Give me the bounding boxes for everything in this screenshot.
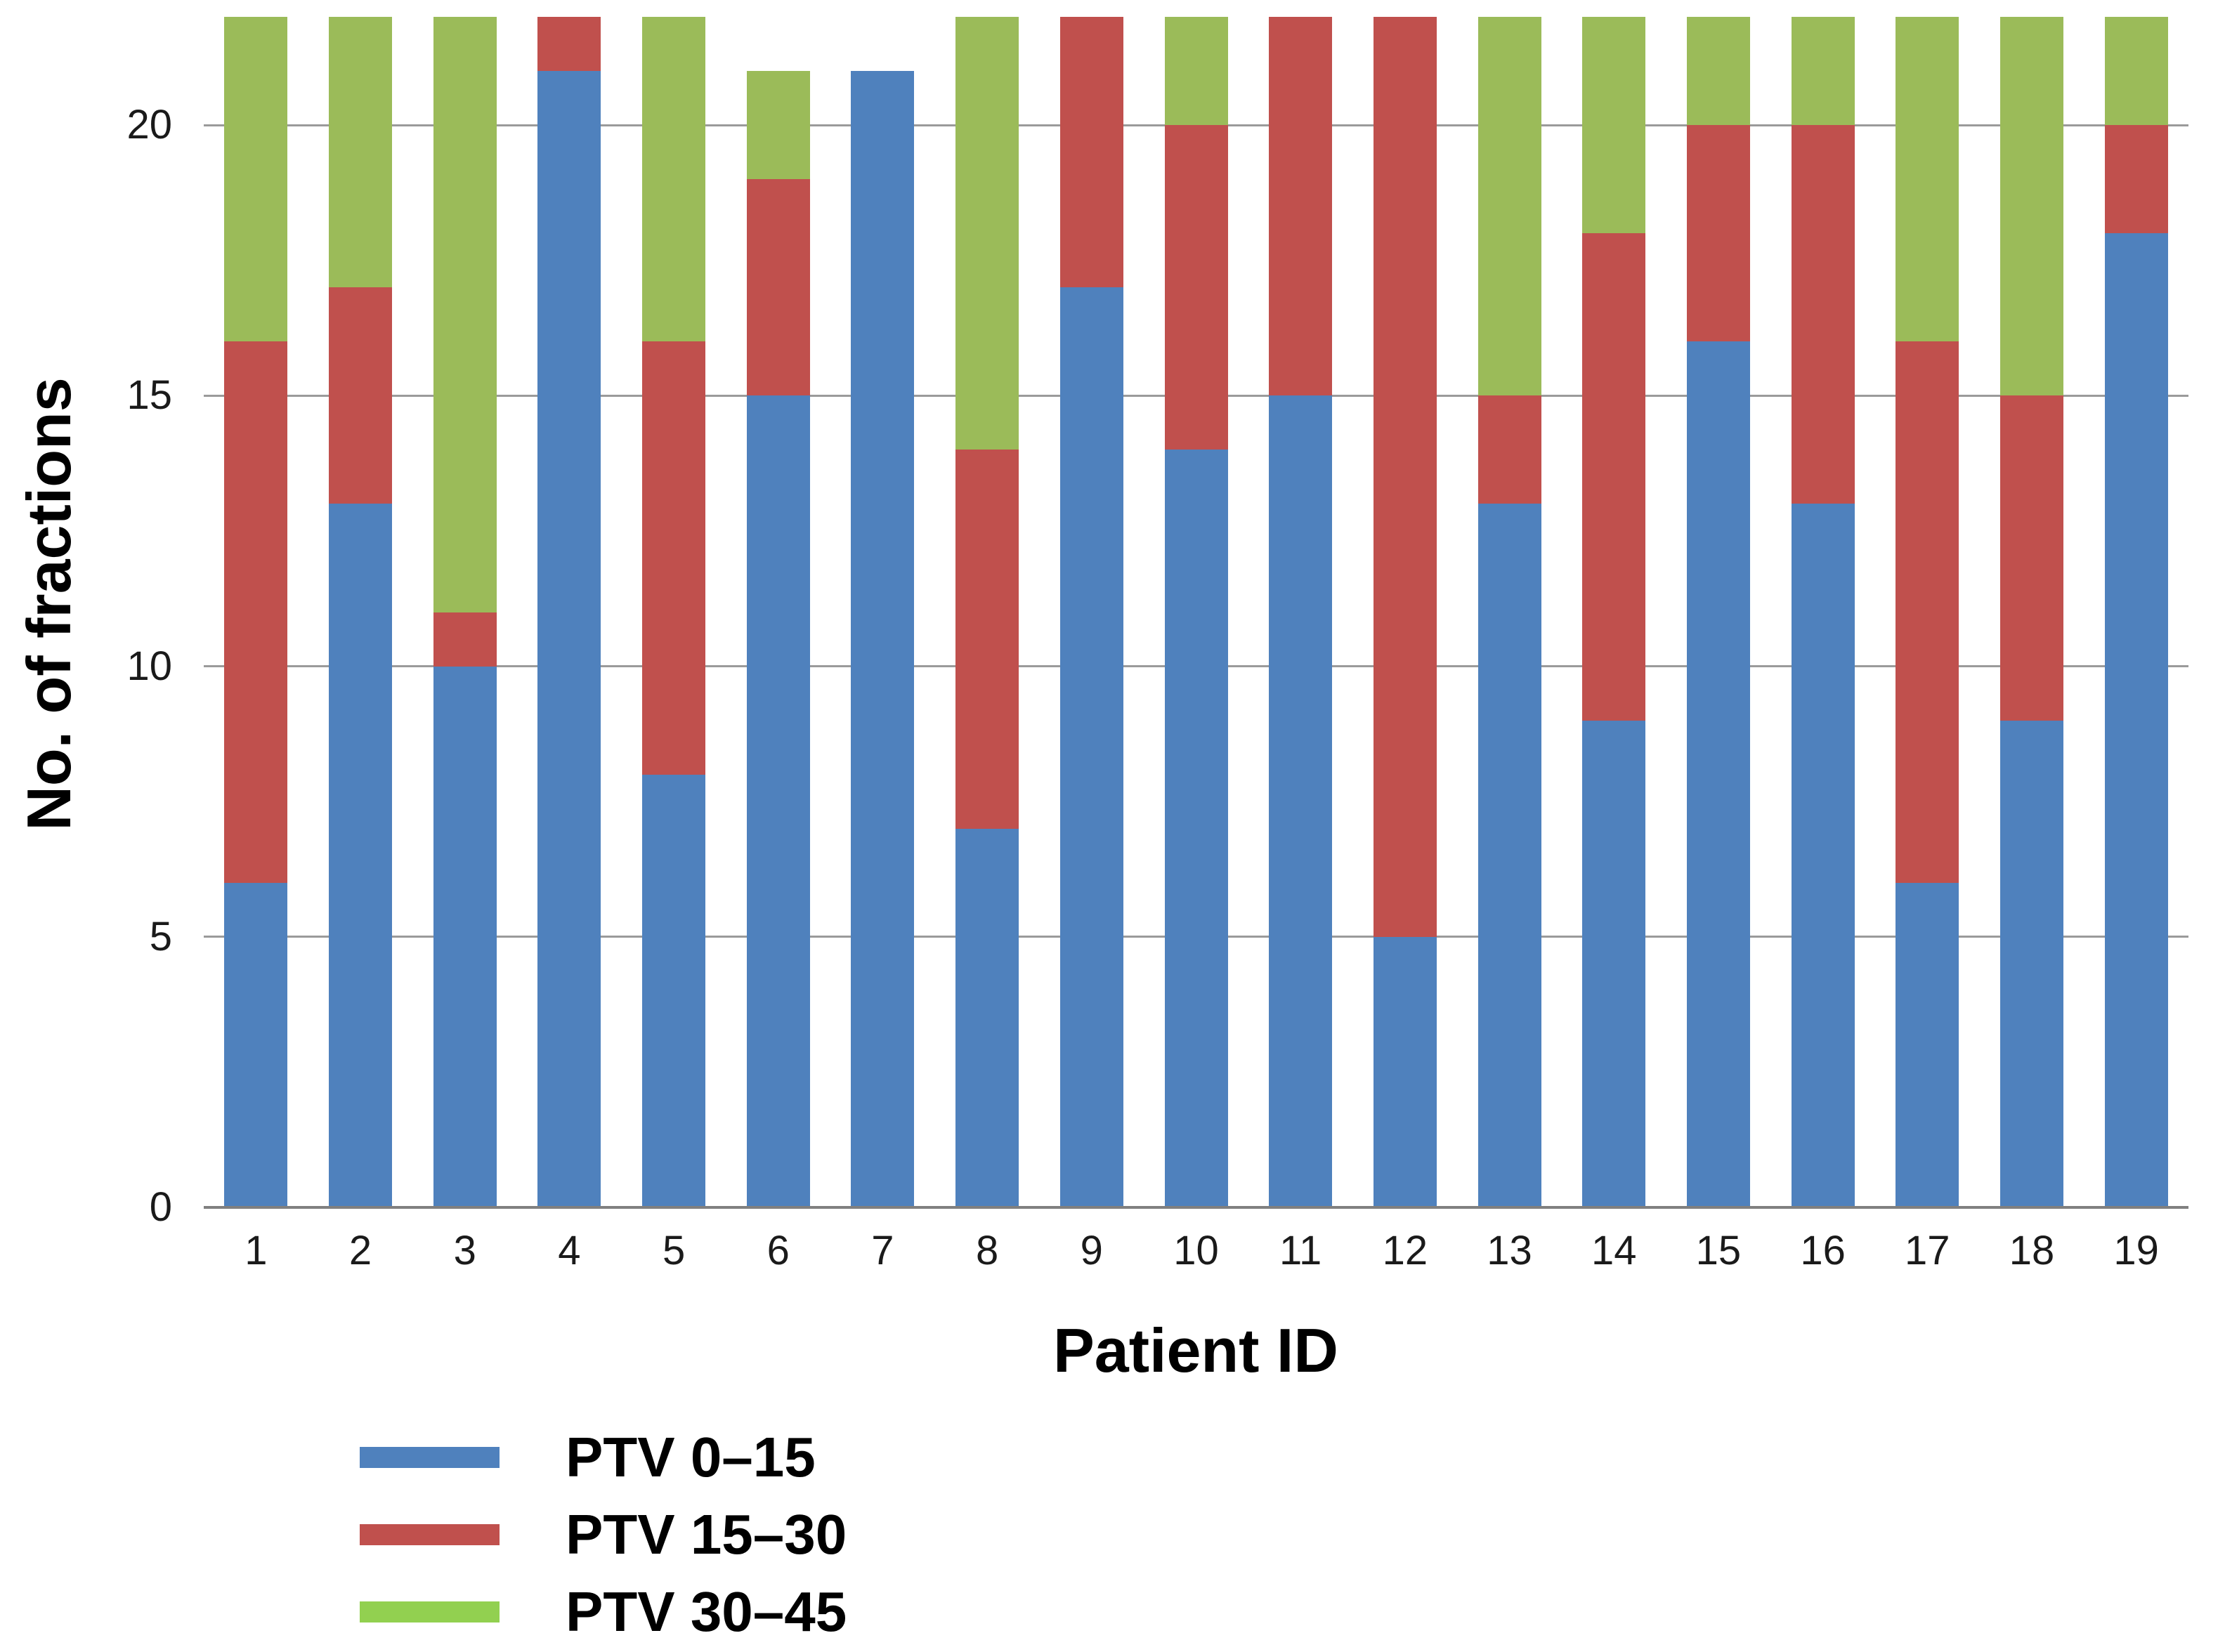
- bar-segment-ptv-0–15-patient-12: [1373, 936, 1437, 1207]
- bar-segment-ptv-0–15-patient-17: [1896, 882, 1959, 1207]
- bar-segment-ptv-15–30-patient-2: [329, 287, 393, 504]
- bar-segment-ptv-30–45-patient-17: [1896, 17, 1959, 342]
- bar-segment-ptv-30–45-patient-10: [1164, 17, 1228, 126]
- bar-segment-ptv-0–15-patient-10: [1164, 450, 1228, 1207]
- x-tick-label-6: 6: [766, 1228, 790, 1273]
- x-axis-title: Patient ID: [1053, 1316, 1338, 1385]
- y-tick-label: 15: [126, 372, 172, 419]
- legend-swatch-blue: [360, 1447, 500, 1468]
- y-tick-label: 5: [149, 913, 172, 959]
- x-tick-label-1: 1: [244, 1228, 268, 1273]
- bar-segment-ptv-15–30-patient-9: [1059, 17, 1123, 288]
- bar-segment-ptv-15–30-patient-4: [537, 17, 601, 72]
- bar-segment-ptv-30–45-patient-15: [1686, 17, 1750, 126]
- bar-segment-ptv-0–15-patient-11: [1269, 395, 1333, 1207]
- bar-segment-ptv-30–45-patient-2: [329, 17, 393, 288]
- bar-segment-ptv-15–30-patient-1: [224, 341, 288, 883]
- bar-segment-ptv-15–30-patient-17: [1896, 341, 1959, 883]
- bar-segment-ptv-15–30-patient-11: [1269, 17, 1333, 396]
- bar-segment-ptv-15–30-patient-3: [433, 612, 497, 667]
- x-tick-label-9: 9: [1080, 1228, 1103, 1273]
- bar-segment-ptv-15–30-patient-19: [2104, 125, 2168, 234]
- x-tick-label-19: 19: [2113, 1228, 2159, 1273]
- bar-segment-ptv-30–45-patient-18: [1999, 17, 2063, 396]
- legend-label: PTV 0–15: [566, 1426, 816, 1488]
- bar-segment-ptv-15–30-patient-14: [1582, 233, 1646, 721]
- bar-segment-ptv-15–30-patient-13: [1477, 395, 1541, 504]
- x-tick-label-10: 10: [1173, 1228, 1219, 1273]
- x-tick-label-12: 12: [1382, 1228, 1428, 1273]
- bar-segment-ptv-0–15-patient-16: [1791, 504, 1855, 1207]
- legend-swatch-green: [360, 1601, 500, 1622]
- bar-segment-ptv-15–30-patient-8: [955, 450, 1019, 829]
- legend-swatch-red: [360, 1524, 500, 1545]
- x-tick-label-13: 13: [1487, 1228, 1532, 1273]
- x-tick-label-18: 18: [2009, 1228, 2055, 1273]
- bar-segment-ptv-15–30-patient-6: [746, 179, 810, 396]
- bar-segment-ptv-30–45-patient-8: [955, 17, 1019, 450]
- x-tick-label-3: 3: [453, 1228, 476, 1273]
- x-tick-label-8: 8: [975, 1228, 999, 1273]
- bar-segment-ptv-15–30-patient-5: [642, 341, 706, 775]
- x-tick-label-2: 2: [348, 1228, 372, 1273]
- x-tick-label-16: 16: [1800, 1228, 1846, 1273]
- bar-segment-ptv-15–30-patient-12: [1373, 17, 1437, 937]
- bar-segment-ptv-30–45-patient-3: [433, 17, 497, 612]
- bar-segment-ptv-0–15-patient-19: [2104, 233, 2168, 1207]
- bar-segment-ptv-30–45-patient-13: [1477, 17, 1541, 396]
- legend: PTV 0–15 PTV 15–30 PTV 30–45: [360, 1426, 847, 1652]
- x-tick-label-4: 4: [558, 1228, 581, 1273]
- bar-segment-ptv-30–45-patient-19: [2104, 17, 2168, 126]
- bar-segment-ptv-0–15-patient-8: [955, 828, 1019, 1207]
- legend-item-ptv-15-30: PTV 15–30: [360, 1503, 847, 1566]
- bar-segment-ptv-0–15-patient-6: [746, 395, 810, 1207]
- bar-segment-ptv-0–15-patient-13: [1477, 504, 1541, 1207]
- bar-segment-ptv-0–15-patient-5: [642, 774, 706, 1207]
- bar-segment-ptv-0–15-patient-15: [1686, 341, 1750, 1207]
- bar-segment-ptv-0–15-patient-18: [1999, 720, 2063, 1207]
- bar-segment-ptv-0–15-patient-4: [537, 71, 601, 1207]
- x-tick-label-7: 7: [871, 1228, 894, 1273]
- legend-label: PTV 30–45: [566, 1580, 847, 1643]
- x-tick-label-14: 14: [1591, 1228, 1637, 1273]
- bar-segment-ptv-15–30-patient-16: [1791, 125, 1855, 504]
- bar-segment-ptv-0–15-patient-7: [851, 71, 915, 1207]
- y-axis-title: No. of fractions: [14, 377, 84, 831]
- bar-segment-ptv-30–45-patient-1: [224, 17, 288, 342]
- x-tick-label-17: 17: [1905, 1228, 1950, 1273]
- bar-segment-ptv-30–45-patient-14: [1582, 17, 1646, 234]
- bar-segment-ptv-15–30-patient-18: [1999, 395, 2063, 721]
- x-axis-line: [204, 1206, 2188, 1209]
- bar-segment-ptv-0–15-patient-3: [433, 666, 497, 1207]
- legend-item-ptv-0-15: PTV 0–15: [360, 1426, 847, 1488]
- x-tick-label-11: 11: [1279, 1228, 1322, 1273]
- x-tick-label-15: 15: [1695, 1228, 1742, 1273]
- plot-area: [204, 0, 2188, 1209]
- bar-segment-ptv-30–45-patient-16: [1791, 17, 1855, 126]
- bar-segment-ptv-0–15-patient-1: [224, 882, 288, 1207]
- legend-item-ptv-30-45: PTV 30–45: [360, 1580, 847, 1643]
- y-tick-label: 0: [149, 1184, 172, 1230]
- legend-label: PTV 15–30: [566, 1503, 847, 1566]
- bar-segment-ptv-30–45-patient-5: [642, 17, 706, 342]
- y-tick-label: 10: [126, 643, 172, 689]
- y-tick-label: 20: [126, 102, 172, 148]
- bar-segment-ptv-30–45-patient-6: [746, 71, 810, 180]
- bar-segment-ptv-0–15-patient-2: [329, 504, 393, 1207]
- bar-segment-ptv-15–30-patient-15: [1686, 125, 1750, 342]
- bar-segment-ptv-0–15-patient-14: [1582, 720, 1646, 1207]
- bar-segment-ptv-0–15-patient-9: [1059, 287, 1123, 1207]
- x-tick-label-5: 5: [662, 1228, 686, 1273]
- bar-segment-ptv-15–30-patient-10: [1164, 125, 1228, 450]
